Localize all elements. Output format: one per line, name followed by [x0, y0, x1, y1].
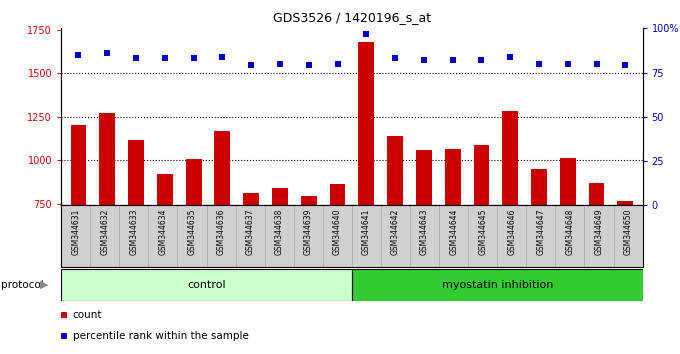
Text: GSM344647: GSM344647 [537, 209, 545, 255]
Text: GSM344646: GSM344646 [507, 209, 516, 255]
Text: GSM344641: GSM344641 [362, 209, 371, 255]
Text: GSM344632: GSM344632 [101, 209, 109, 255]
Bar [301, 196, 317, 334]
Text: percentile rank within the sample: percentile rank within the sample [73, 331, 249, 341]
Text: GSM344642: GSM344642 [391, 209, 400, 255]
Bar [503, 111, 518, 334]
Bar [617, 201, 633, 334]
Text: protocol: protocol [1, 280, 44, 290]
Bar [157, 174, 173, 334]
Text: GSM344645: GSM344645 [478, 209, 487, 255]
Text: GSM344635: GSM344635 [188, 209, 197, 255]
Text: GSM344640: GSM344640 [333, 209, 342, 255]
Bar [531, 169, 547, 334]
Text: GSM344649: GSM344649 [594, 209, 603, 255]
Bar [243, 193, 259, 334]
Bar [358, 42, 374, 334]
Text: count: count [73, 310, 102, 320]
Text: GSM344644: GSM344644 [449, 209, 458, 255]
Text: GDS3526 / 1420196_s_at: GDS3526 / 1420196_s_at [273, 11, 431, 24]
Text: GSM344636: GSM344636 [217, 209, 226, 255]
Text: ▶: ▶ [40, 280, 48, 290]
Text: GSM344638: GSM344638 [275, 209, 284, 255]
Text: GSM344648: GSM344648 [566, 209, 575, 255]
Text: GSM344650: GSM344650 [624, 209, 632, 255]
Bar [272, 188, 288, 334]
Bar [589, 183, 605, 334]
Text: GSM344631: GSM344631 [71, 209, 80, 255]
Bar [387, 136, 403, 334]
Bar [128, 140, 144, 334]
Text: GSM344633: GSM344633 [129, 209, 138, 255]
Text: myostatin inhibition: myostatin inhibition [441, 280, 553, 290]
Bar [71, 125, 86, 334]
Text: GSM344639: GSM344639 [304, 209, 313, 255]
Bar [352, 269, 643, 301]
Bar [330, 184, 345, 334]
Bar [473, 144, 490, 334]
Bar [416, 150, 432, 334]
Bar [445, 149, 460, 334]
Bar [560, 159, 576, 334]
Bar [186, 159, 201, 334]
Bar [61, 269, 352, 301]
Text: control: control [187, 280, 226, 290]
Text: GSM344634: GSM344634 [158, 209, 167, 255]
Text: GSM344637: GSM344637 [245, 209, 254, 255]
Bar [214, 131, 231, 334]
Text: GSM344643: GSM344643 [420, 209, 429, 255]
Bar [99, 113, 115, 334]
